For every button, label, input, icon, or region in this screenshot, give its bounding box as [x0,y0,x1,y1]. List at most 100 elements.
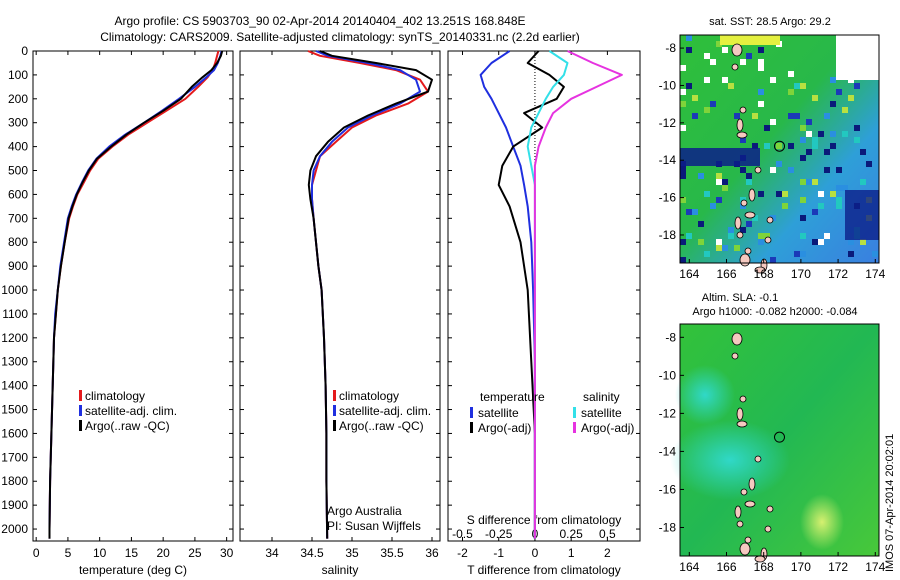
sal-xlabel: salinity [322,563,359,577]
depth-tick-label: 300 [8,116,28,130]
sst-map-ytick-label: -14 [659,153,677,167]
island-shape [731,63,739,71]
island-shape [736,118,744,132]
diff-series-argo [497,50,565,539]
island-shape [766,216,774,224]
sst-pixel [860,179,866,185]
sst-pixel [770,257,776,263]
sal-legend-swatch [333,390,336,401]
sst-pixel [872,251,878,257]
sst-pixel [806,119,812,125]
diff-legend-label: Argo(-adj) [478,421,531,435]
sal-xtick-label: 35 [345,546,359,560]
sst-pixel [746,173,752,179]
sst-pixel [740,59,746,65]
diff-xtick-label: 0 [532,546,539,560]
sst-pixel [752,113,758,119]
diff-legend-temp-title: temperature [480,390,545,404]
sst-pixel [698,221,704,227]
sst-pixel [758,59,764,65]
diff-legend-swatch [573,407,576,418]
sst-pixel [824,233,830,239]
sst-pixel [836,89,842,95]
sst-pixel [800,125,806,131]
depth-tick-label: 1700 [1,450,28,464]
sla-map-ytick-label: -16 [659,482,677,496]
sla-map-xtick-label: 166 [716,560,736,574]
sla-map-xtick-label: 174 [865,560,885,574]
sla-map-islands [731,332,774,563]
sst-pixel [740,167,746,173]
sst-pixel [824,113,830,119]
diff-legend-swatch [470,407,473,418]
sst-pixel [686,47,692,53]
diff-legend-label: satellite [581,406,622,420]
sst-pixel [722,47,728,53]
island-shape [744,536,752,544]
sst-pixel [680,167,686,173]
temp-axes-frame [32,50,234,542]
diff-legend-swatch [573,422,576,433]
sst-pixel [794,113,800,119]
sst-pixel [800,137,806,143]
sst-warm-patch [720,35,780,45]
sst-pixel [716,239,722,245]
depth-tick-label: 800 [8,235,28,249]
island-shape [736,420,748,428]
argo-position-marker-sla [774,431,785,443]
sst-map-islands [731,43,774,274]
sst-pixel [806,149,812,155]
sst-pixel [680,101,686,107]
temperature-profile-panel: 0 5 10 15 20 25 30 temperature (deg C) 0 100 200 30… [1,44,233,577]
sal-xtick-label: 36 [425,546,439,560]
temp-xlabel: temperature (deg C) [79,563,187,577]
sst-pixel [698,239,704,245]
sst-pixel [776,143,782,149]
depth-tick-label: 0 [21,44,28,58]
sst-pixel [782,191,788,197]
temp-legend-label: satellite-adj. clim. [85,404,177,418]
sst-pixel [710,59,716,65]
sst-pixel [800,155,806,161]
temp-xtick-label: 30 [220,546,234,560]
side-timestamp: IMOS 07-Apr-2014 20:02:01 [884,434,896,572]
sst-pixel [746,53,752,59]
diff-series-sal_argo [533,50,623,539]
sst-map-xtick-label: 172 [828,267,848,281]
sst-pixel [788,143,794,149]
temp-legend-swatch [79,390,82,401]
sst-pixel [854,83,860,89]
diff-x2tick-label: -0.25 [485,527,513,541]
sst-pixel [830,77,836,83]
temp-xtick-label: 15 [125,546,139,560]
sst-pixel [800,179,806,185]
island-shape [739,542,751,556]
sst-pixel [764,233,770,239]
sal-xtick-label: 34.5 [300,546,324,560]
island-shape [766,505,774,513]
sst-pixel [812,143,818,149]
depth-tick-label: 200 [8,92,28,106]
sst-pixel [848,95,854,101]
diff-x2tick-label: 0.25 [559,527,583,541]
sst-pixel [680,89,686,95]
depth-tick-label: 1200 [1,331,28,345]
depth-tick-label: 1300 [1,355,28,369]
sst-pixel [824,149,830,155]
diff-xtick-label: -2 [457,546,468,560]
sst-pixel [830,101,836,107]
salinity-profile-panel: 34 34.5 35 35.5 36 salinity climatologysatelli… [239,50,441,577]
temp-xtick-label: 5 [65,546,72,560]
sla-map-ytick-label: -12 [659,406,677,420]
depth-tick-label: 1400 [1,379,28,393]
temp-legend-label: Argo(..raw -QC) [85,419,170,433]
diff-legend-label: Argo(-adj) [581,421,634,435]
sal-legend-swatch [333,405,336,416]
sst-pixel [716,41,722,47]
sla-map-ytick-label: -8 [665,330,676,344]
sst-pixel [710,101,716,107]
sst-pixel [866,161,872,167]
depth-tick-label: 1100 [2,307,28,321]
sla-map-subtitle: Argo h1000: -0.082 h2000: -0.084 [692,306,857,318]
